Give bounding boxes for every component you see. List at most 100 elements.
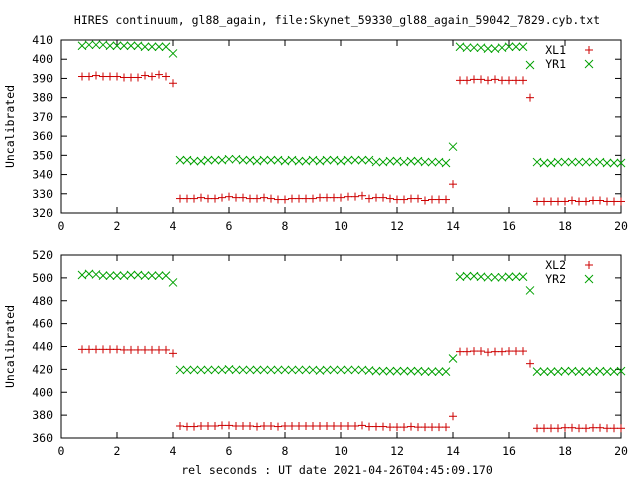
data-point xyxy=(540,197,548,206)
chart-title: HIRES continuum, gl88_again, file:Skynet… xyxy=(74,13,600,27)
data-point xyxy=(281,195,289,204)
data-point xyxy=(232,193,240,202)
data-point xyxy=(99,72,107,81)
data-point xyxy=(568,423,576,432)
data-point xyxy=(441,158,451,168)
data-point xyxy=(511,42,521,52)
data-point xyxy=(616,158,626,168)
data-point xyxy=(512,347,520,356)
data-point xyxy=(462,271,472,281)
data-point xyxy=(176,421,184,430)
data-point xyxy=(364,155,374,165)
data-point xyxy=(120,73,128,82)
data-point xyxy=(134,345,142,354)
data-point xyxy=(92,71,100,80)
data-point xyxy=(546,367,556,377)
data-point xyxy=(609,367,619,377)
data-point xyxy=(504,42,514,52)
data-point xyxy=(175,155,185,165)
data-point xyxy=(434,367,444,377)
data-point xyxy=(581,367,591,377)
data-point xyxy=(267,421,275,430)
x-tick-label: 20 xyxy=(614,219,628,233)
y-tick-label: 320 xyxy=(32,206,53,220)
data-point xyxy=(169,349,177,358)
data-point xyxy=(427,367,437,377)
data-point xyxy=(106,72,114,81)
data-point xyxy=(428,195,436,204)
legend-label: YR2 xyxy=(545,272,566,286)
data-point xyxy=(518,42,528,52)
data-point xyxy=(609,158,619,168)
data-point xyxy=(406,366,416,376)
data-point xyxy=(589,423,597,432)
data-point xyxy=(246,194,254,203)
data-point xyxy=(316,193,324,202)
data-point xyxy=(225,192,233,201)
data-point xyxy=(568,196,576,205)
data-point xyxy=(428,423,436,432)
data-point xyxy=(561,423,569,432)
data-point xyxy=(435,423,443,432)
data-point xyxy=(281,421,289,430)
data-point xyxy=(294,365,304,375)
data-point xyxy=(505,76,513,85)
series-yr1 xyxy=(77,40,626,168)
data-point xyxy=(582,424,590,433)
data-point xyxy=(218,421,226,430)
x-tick-label: 6 xyxy=(226,444,233,458)
data-point xyxy=(260,421,268,430)
data-point xyxy=(113,72,121,81)
data-point xyxy=(554,424,562,433)
data-point xyxy=(168,278,178,287)
data-point xyxy=(582,197,590,206)
y-tick-label: 410 xyxy=(32,33,53,47)
legend-label: XL2 xyxy=(545,258,566,272)
data-point xyxy=(567,157,577,167)
x-tick-label: 18 xyxy=(558,219,572,233)
data-point xyxy=(463,347,471,356)
data-point xyxy=(532,367,542,377)
data-point xyxy=(498,347,506,356)
data-point xyxy=(148,72,156,81)
data-point xyxy=(372,193,380,202)
data-point xyxy=(441,367,451,377)
data-point xyxy=(309,194,317,203)
data-point xyxy=(238,365,248,375)
x-tick-label: 14 xyxy=(446,219,460,233)
data-point xyxy=(343,155,353,165)
data-point xyxy=(253,194,261,203)
data-point xyxy=(470,75,478,84)
data-point xyxy=(400,195,408,204)
data-point xyxy=(154,42,164,52)
data-point xyxy=(511,272,521,282)
plot-frame xyxy=(60,39,622,214)
data-point xyxy=(203,365,213,375)
data-point xyxy=(378,366,388,376)
data-point xyxy=(287,365,297,375)
data-point xyxy=(253,422,261,431)
data-point xyxy=(350,365,360,375)
data-point xyxy=(616,366,626,376)
plot-frame xyxy=(60,254,622,439)
data-point xyxy=(561,197,569,206)
data-point xyxy=(421,423,429,432)
data-point xyxy=(610,197,618,206)
data-point xyxy=(589,196,597,205)
data-point xyxy=(91,40,101,50)
data-point xyxy=(330,193,338,202)
plot-panel-2: 360 380 400 420 440 460 480 500 520 0 2 4 6 8 10 12 14 16… xyxy=(3,248,628,458)
data-point xyxy=(455,272,465,282)
data-point xyxy=(435,195,443,204)
data-point xyxy=(469,271,479,281)
data-point xyxy=(155,70,163,79)
data-point xyxy=(588,157,598,167)
data-point xyxy=(525,286,535,295)
data-point xyxy=(84,40,94,50)
y-tick-label: 360 xyxy=(32,129,53,143)
data-point xyxy=(224,365,234,374)
data-point xyxy=(414,194,422,203)
series-xl1 xyxy=(78,70,625,206)
data-point xyxy=(238,155,248,165)
